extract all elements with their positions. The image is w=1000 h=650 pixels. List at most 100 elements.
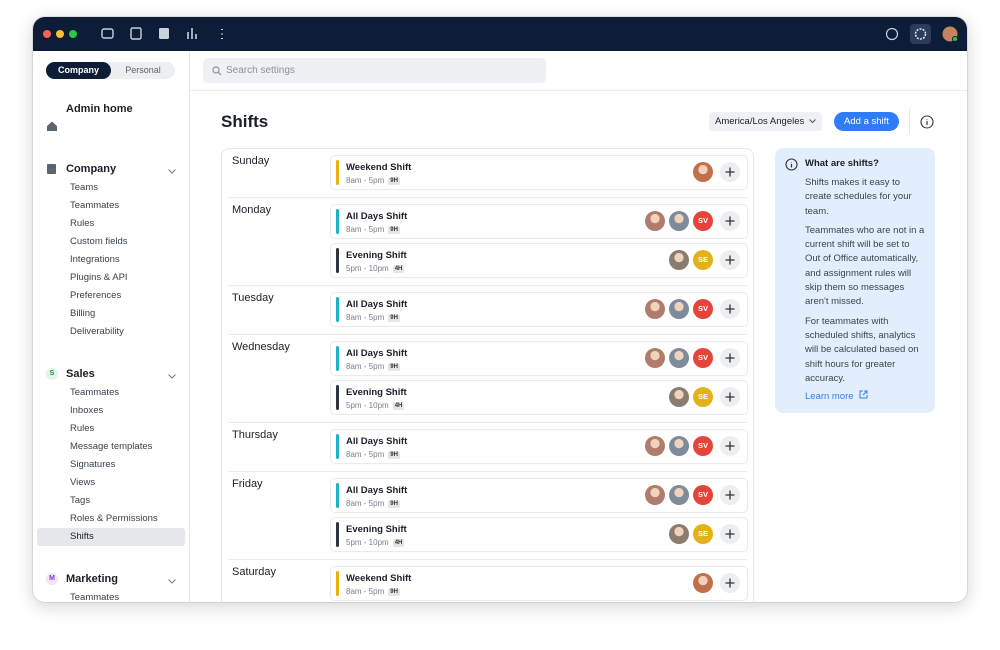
nav-item[interactable]: Teammates (70, 200, 120, 211)
add-member-button[interactable] (720, 573, 740, 593)
inbox-icon[interactable] (101, 28, 114, 39)
info-paragraph: For teammates with scheduled shifts, ana… (805, 315, 919, 384)
info-button[interactable] (917, 112, 937, 132)
avatar-photo (669, 348, 689, 368)
main: Search settings Shifts America/Los Angel… (190, 51, 967, 602)
nav-item[interactable]: Tags (70, 495, 91, 506)
shifts-card: Sunday Weekend Shift 8am - 5pm 9H Monday All … (221, 148, 754, 602)
shift-hours: 4H (392, 539, 405, 547)
add-member-button[interactable] (720, 162, 740, 182)
calendar-icon[interactable] (130, 27, 142, 40)
shift[interactable]: Weekend Shift 8am - 5pm 9H (330, 155, 748, 190)
zoom-dot[interactable] (69, 30, 77, 38)
shift[interactable]: All Days Shift 8am - 5pm 9H SV (330, 204, 748, 239)
timezone-select[interactable]: America/Los Angeles (709, 112, 822, 131)
nav-item[interactable]: Shifts (37, 528, 185, 546)
shift-name: Evening Shift (346, 387, 407, 398)
nav-item[interactable]: Deliverability (70, 326, 124, 337)
add-shift-button[interactable]: Add a shift (834, 112, 899, 131)
add-member-button[interactable] (720, 485, 740, 505)
search-icon (212, 66, 222, 76)
day-row: Saturday Weekend Shift 8am - 5pm 9H (228, 560, 748, 602)
nav-item[interactable]: Custom fields (70, 236, 128, 247)
shift[interactable]: All Days Shift 8am - 5pm 9H SV (330, 341, 748, 376)
shift-name: Weekend Shift (346, 573, 412, 584)
top-bar (33, 17, 967, 51)
avatar: SE (693, 250, 713, 270)
shift-name: All Days Shift (346, 485, 408, 496)
avatar-photo (645, 299, 665, 319)
nav-item[interactable]: Views (70, 477, 96, 488)
search-box[interactable]: Search settings (203, 58, 546, 83)
close-dot[interactable] (43, 30, 51, 38)
shift-time: 8am - 5pm (346, 176, 385, 185)
help-icon[interactable] (885, 27, 899, 41)
tab[interactable]: Company (46, 62, 111, 79)
link-text: Learn more (805, 391, 854, 402)
add-member-button[interactable] (720, 211, 740, 231)
minimize-dot[interactable] (56, 30, 64, 38)
avatar-photo (669, 211, 689, 231)
avatar-photo (669, 250, 689, 270)
shift[interactable]: All Days Shift 8am - 5pm 9H SV (330, 478, 748, 513)
section-title: Sales (66, 368, 95, 380)
shift-name: Weekend Shift (346, 162, 412, 173)
learn-more-link[interactable]: Learn more (805, 390, 868, 404)
shift-hours: 9H (388, 500, 400, 508)
info-icon (785, 158, 798, 171)
add-member-button[interactable] (720, 299, 740, 319)
day-name: Sunday (232, 155, 270, 167)
settings-icon (914, 28, 927, 40)
info-paragraph: Teammates who are not in a current shift… (805, 224, 925, 308)
nav-item[interactable]: Message templates (70, 441, 153, 452)
nav-item[interactable]: Plugins & API (70, 272, 128, 283)
add-member-button[interactable] (720, 348, 740, 368)
shift[interactable]: Weekend Shift 8am - 5pm 9H (330, 566, 748, 601)
nav-item[interactable]: Inboxes (70, 405, 104, 416)
avatar: SV (693, 436, 713, 456)
chevron (168, 366, 176, 386)
section-badge: S (46, 368, 58, 380)
day-row: Thursday All Days Shift 8am - 5pm 9H SV (228, 423, 748, 472)
add-member-button[interactable] (720, 250, 740, 270)
shift-time: 8am - 5pm (346, 313, 385, 322)
shift-time: 5pm - 10pm (346, 401, 389, 410)
admin-home[interactable]: Admin home (66, 103, 133, 115)
shift-time: 8am - 5pm (346, 225, 385, 234)
shift-time-row: 8am - 5pm 9H (346, 587, 400, 596)
shift[interactable]: Evening Shift 5pm - 10pm 4H SE (330, 380, 748, 415)
nav-item[interactable]: Signatures (70, 459, 116, 470)
day-row: Friday All Days Shift 8am - 5pm 9H SV Evening… (228, 472, 748, 560)
shift[interactable]: Evening Shift 5pm - 10pm 4H SE (330, 517, 748, 552)
add-member-button[interactable] (720, 387, 740, 407)
analytics-icon[interactable] (187, 28, 197, 39)
add-member-button[interactable] (720, 436, 740, 456)
nav-item[interactable]: Integrations (70, 254, 120, 265)
settings-button[interactable] (910, 24, 931, 44)
shift-time: 5pm - 10pm (346, 538, 389, 547)
sidebar: Company Personal Admin home Company Teams… (33, 51, 190, 602)
shift[interactable]: Evening Shift 5pm - 10pm 4H SE (330, 243, 748, 278)
nav-item[interactable]: Preferences (70, 290, 122, 301)
add-member-button[interactable] (720, 524, 740, 544)
section-header[interactable]: Company (33, 159, 189, 179)
section-header[interactable]: S Sales (33, 364, 189, 384)
avatar: SV (693, 299, 713, 319)
nav-item[interactable]: Rules (70, 218, 95, 229)
shift-hours: 9H (388, 451, 400, 459)
nav-item[interactable]: Teammates (70, 592, 120, 602)
tab[interactable]: Personal (125, 65, 161, 75)
nav-item[interactable]: Roles & Permissions (70, 513, 158, 524)
nav-item[interactable]: Rules (70, 423, 95, 434)
shift[interactable]: All Days Shift 8am - 5pm 9H SV (330, 429, 748, 464)
nav-item[interactable]: Billing (70, 308, 96, 319)
shift-time-row: 8am - 5pm 9H (346, 362, 400, 371)
section-header[interactable]: M Marketing (33, 569, 189, 589)
contacts-icon[interactable] (159, 28, 169, 39)
shift[interactable]: All Days Shift 8am - 5pm 9H SV (330, 292, 748, 327)
shift-time-row: 8am - 5pm 9H (346, 450, 400, 459)
nav-item[interactable]: Teammates (70, 387, 120, 398)
shift-time-row: 5pm - 10pm 4H (346, 264, 405, 273)
nav-item[interactable]: Teams (70, 182, 98, 193)
